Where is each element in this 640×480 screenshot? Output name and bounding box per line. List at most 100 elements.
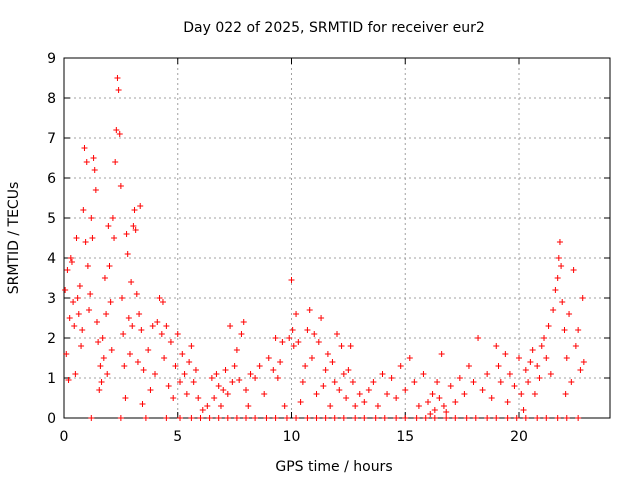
data-point xyxy=(247,371,254,377)
data-point-zero xyxy=(263,415,270,421)
y-tick-label: 8 xyxy=(47,91,56,107)
data-point xyxy=(130,223,137,229)
data-point xyxy=(145,347,152,353)
data-point xyxy=(555,255,562,261)
data-point xyxy=(217,403,224,409)
y-tick-label: 7 xyxy=(47,131,56,147)
data-point xyxy=(493,343,500,349)
y-tick-label: 5 xyxy=(47,211,56,227)
data-point xyxy=(101,275,108,281)
data-point xyxy=(465,363,472,369)
data-point xyxy=(100,355,107,361)
y-ticks: 0 1 2 3 4 5 6 7 8 9 xyxy=(47,51,610,427)
data-point xyxy=(461,391,468,397)
data-point xyxy=(215,383,222,389)
data-point xyxy=(116,131,123,137)
data-point xyxy=(297,399,304,405)
data-point xyxy=(154,319,161,325)
data-point xyxy=(566,311,573,317)
data-point xyxy=(104,371,111,377)
x-ticks: 0 5 10 15 20 xyxy=(60,58,528,445)
data-point xyxy=(67,255,74,261)
data-point xyxy=(506,371,513,377)
data-point xyxy=(420,371,427,377)
data-point xyxy=(522,367,529,373)
data-point-zero xyxy=(443,415,450,421)
data-point xyxy=(277,359,284,365)
data-point-zero xyxy=(402,415,409,421)
data-point xyxy=(531,391,538,397)
data-point xyxy=(87,291,94,297)
data-point xyxy=(90,155,97,161)
data-point xyxy=(109,215,116,221)
data-point xyxy=(72,371,79,377)
data-point xyxy=(497,379,504,385)
data-point xyxy=(536,375,543,381)
data-point xyxy=(518,391,525,397)
data-point xyxy=(434,379,441,385)
data-point xyxy=(220,387,227,393)
data-point xyxy=(79,327,86,333)
x-axis-label: GPS time / hours xyxy=(275,459,392,475)
x-tick-label: 15 xyxy=(396,429,414,445)
data-point-zero xyxy=(117,415,124,421)
data-point xyxy=(99,335,106,341)
data-point xyxy=(304,327,311,333)
data-point xyxy=(438,351,445,357)
data-point xyxy=(281,403,288,409)
data-point xyxy=(516,355,522,361)
data-point xyxy=(126,351,133,357)
data-point xyxy=(136,311,143,317)
data-point xyxy=(293,311,300,317)
data-point-zero xyxy=(177,415,184,421)
data-point xyxy=(256,363,263,369)
data-point xyxy=(550,307,557,313)
data-point xyxy=(89,235,96,241)
data-point xyxy=(543,355,550,361)
data-point xyxy=(66,315,73,321)
data-point xyxy=(149,323,156,329)
data-point-zero xyxy=(534,415,541,421)
data-point xyxy=(188,343,195,349)
data-point xyxy=(265,355,272,361)
data-point-zero xyxy=(472,415,479,421)
data-point-zero xyxy=(322,415,329,421)
data-point xyxy=(132,227,139,233)
data-point xyxy=(122,395,129,401)
data-point xyxy=(568,379,575,385)
data-point xyxy=(570,267,577,273)
x-tick-label: 0 xyxy=(60,429,69,445)
data-point-zero xyxy=(431,415,438,421)
data-point xyxy=(554,275,561,281)
data-point xyxy=(62,287,69,293)
data-point-zero xyxy=(452,415,459,421)
data-point xyxy=(105,223,112,229)
series-srmtid xyxy=(62,75,587,421)
data-point xyxy=(190,379,197,385)
data-point xyxy=(575,327,582,333)
data-point xyxy=(163,323,170,329)
data-point xyxy=(495,363,502,369)
data-point xyxy=(402,387,409,393)
data-point xyxy=(286,335,293,341)
data-point xyxy=(261,391,268,397)
y-tick-label: 0 xyxy=(47,411,56,427)
data-point xyxy=(152,371,158,377)
data-point xyxy=(379,371,386,377)
data-point xyxy=(112,159,119,165)
y-tick-label: 4 xyxy=(47,251,56,267)
data-point xyxy=(345,367,352,373)
data-point xyxy=(322,367,329,373)
data-point-zero xyxy=(293,415,300,421)
data-point xyxy=(511,383,518,389)
data-point xyxy=(236,377,243,383)
data-point xyxy=(165,383,172,389)
data-point xyxy=(397,363,404,369)
data-point xyxy=(114,75,121,81)
data-point xyxy=(73,235,80,241)
data-point xyxy=(529,347,536,353)
data-point xyxy=(159,299,166,305)
data-point xyxy=(479,387,486,393)
data-point xyxy=(429,391,436,397)
data-point xyxy=(306,307,313,313)
